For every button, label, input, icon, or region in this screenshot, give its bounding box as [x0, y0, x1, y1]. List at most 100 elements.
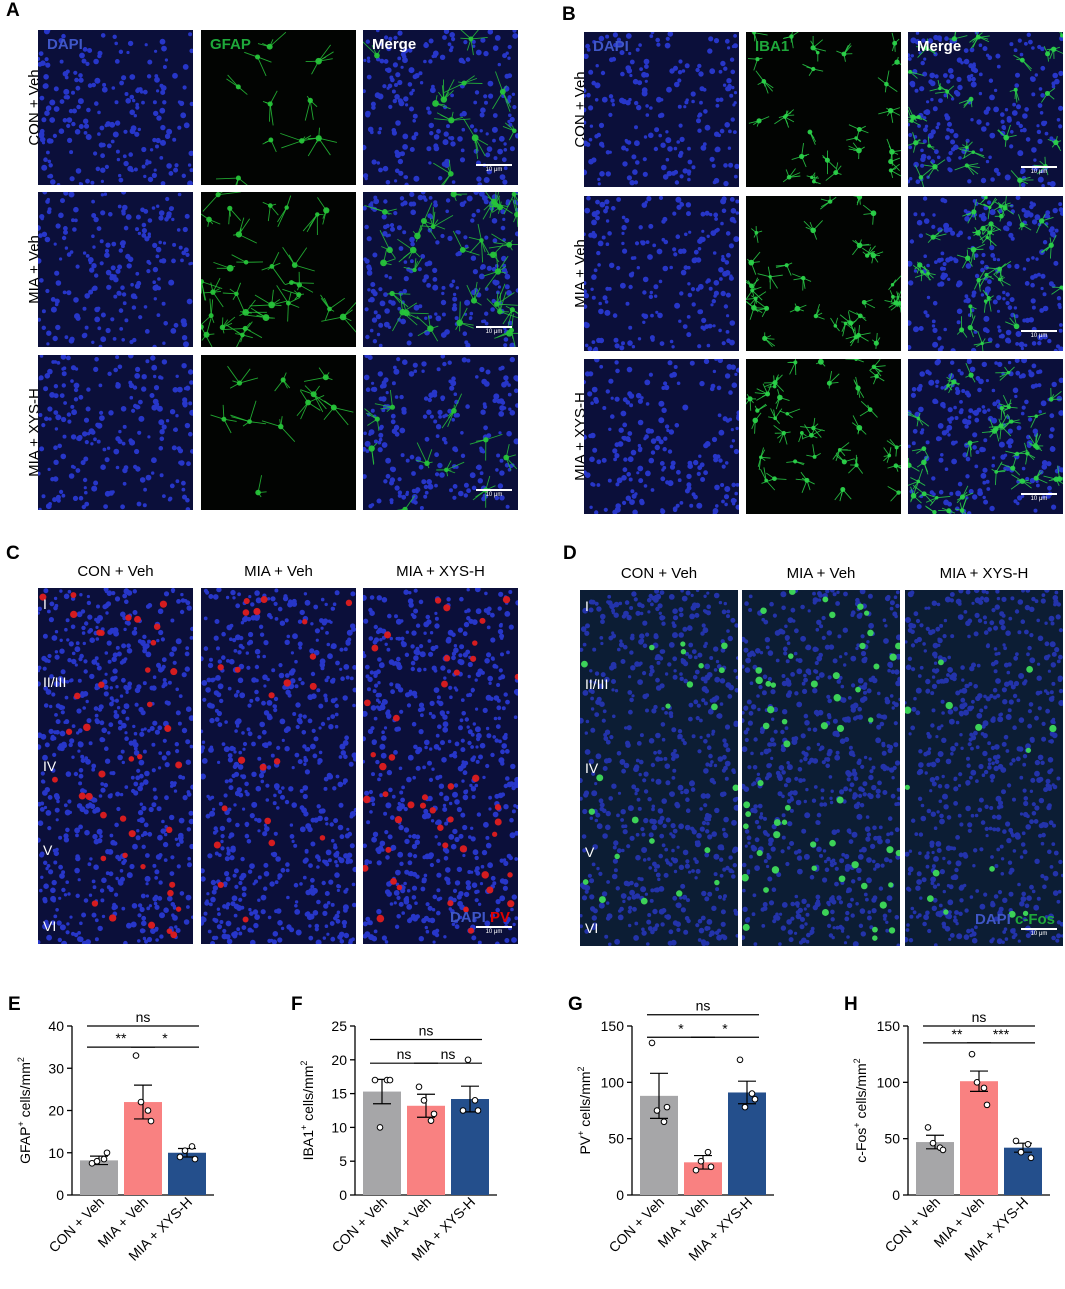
micrograph-texture	[908, 359, 1063, 514]
data-point	[133, 1053, 139, 1059]
micrograph-b-0-2: Merge 10 μm	[908, 32, 1063, 187]
significance-label: *	[162, 1030, 168, 1046]
data-point	[104, 1150, 110, 1156]
y-tick-label: 0	[616, 1187, 624, 1203]
channel-label-2: Merge	[372, 36, 416, 53]
significance-label: ns	[419, 1023, 434, 1039]
data-point	[737, 1057, 743, 1063]
y-tick-label: 150	[601, 1018, 625, 1034]
micrograph-texture	[38, 355, 193, 510]
bar-0	[80, 1160, 118, 1195]
y-tick-label: 0	[339, 1187, 347, 1203]
data-point	[969, 1051, 975, 1057]
micrograph-texture	[746, 196, 901, 351]
micrograph-texture	[38, 192, 193, 347]
data-point	[693, 1167, 699, 1173]
scale-bar-label: 10 μm	[476, 167, 512, 173]
micrograph-a-1-2: 10 μm	[363, 192, 518, 347]
micrograph-d-1	[742, 590, 900, 946]
micrograph-texture	[584, 196, 739, 351]
y-tick-label: 150	[877, 1018, 901, 1034]
micrograph-a-0-0: DAPI	[38, 30, 193, 185]
data-point	[472, 1098, 478, 1104]
data-point	[930, 1140, 936, 1146]
channel-label-2: Merge	[917, 38, 961, 55]
layer-label-3: V	[43, 842, 52, 858]
layer-label-0: I	[585, 598, 589, 614]
micrograph-texture	[201, 355, 356, 510]
significance-label: *	[678, 1020, 684, 1036]
significance-label: *	[722, 1020, 728, 1036]
channel-legend: DAPI c-Fos	[975, 911, 1055, 928]
data-point	[649, 1040, 655, 1046]
data-point	[465, 1057, 471, 1063]
scale-bar-line	[476, 326, 512, 328]
panel-label-g: G	[568, 994, 583, 1015]
micrograph-b-1-0	[584, 196, 739, 351]
column-label-0: CON + Veh	[580, 565, 738, 582]
y-tick-label: 40	[48, 1018, 64, 1034]
x-tick-label: CON + Veh	[881, 1194, 943, 1256]
micrograph-texture	[746, 32, 901, 187]
significance-label: ***	[993, 1026, 1010, 1042]
micrograph-texture	[363, 30, 518, 185]
micrograph-texture	[908, 196, 1063, 351]
micrograph-b-1-2: 10 μm	[908, 196, 1063, 351]
data-point	[145, 1108, 151, 1114]
panel-label-h: H	[844, 994, 858, 1015]
scale-bar-line	[476, 164, 512, 166]
micrograph-a-2-2: 10 μm	[363, 355, 518, 510]
layer-label-4: VI	[43, 918, 56, 934]
data-point	[661, 1119, 667, 1125]
data-point	[421, 1098, 427, 1104]
y-axis-label: c-Fos+ cells/mm2	[852, 1058, 869, 1162]
scale-bar: 10 μm	[476, 326, 512, 342]
significance-label: ns	[696, 998, 711, 1014]
legend-marker: c-Fos	[1015, 911, 1055, 928]
data-point	[1018, 1149, 1024, 1155]
micrograph-texture	[363, 355, 518, 510]
layer-label-4: VI	[585, 920, 598, 936]
panel-label-a: A	[6, 0, 20, 22]
data-point	[387, 1077, 393, 1083]
significance-label: ns	[441, 1046, 456, 1062]
micrograph-a-0-1: GFAP	[201, 30, 356, 185]
data-point	[749, 1091, 755, 1097]
layer-label-0: I	[43, 596, 47, 612]
data-point	[1028, 1155, 1034, 1161]
panel-label-b: B	[562, 4, 576, 26]
scale-bar-line	[476, 926, 512, 928]
scale-bar-label: 10 μm	[1021, 333, 1057, 339]
micrograph-texture	[363, 192, 518, 347]
channel-legend: DAPI PV	[450, 909, 510, 926]
channel-label-1: GFAP	[210, 36, 251, 53]
panel-label-d: D	[563, 543, 577, 565]
layer-label-1: II/III	[585, 676, 608, 692]
data-point	[148, 1118, 154, 1124]
y-tick-label: 10	[331, 1119, 347, 1135]
micrograph-texture	[742, 590, 900, 946]
micrograph-texture	[201, 30, 356, 185]
data-point	[664, 1104, 670, 1110]
micrograph-c-1	[201, 588, 356, 944]
data-point	[177, 1154, 183, 1160]
scale-bar: 10 μm	[1021, 166, 1057, 182]
panel-label-e: E	[8, 994, 21, 1015]
data-point	[698, 1158, 704, 1164]
data-point	[182, 1148, 188, 1154]
scale-bar: 10 μm	[476, 489, 512, 505]
scale-bar: 10 μm	[1021, 330, 1057, 346]
x-tick-label: CON + Veh	[605, 1194, 667, 1256]
y-tick-label: 30	[48, 1060, 64, 1076]
bar-2	[451, 1099, 489, 1195]
significance-label: **	[116, 1030, 127, 1046]
bar-0	[363, 1092, 401, 1195]
data-point	[981, 1085, 987, 1091]
micrograph-b-0-1: IBA1	[746, 32, 901, 187]
y-axis-label: GFAP+ cells/mm2	[16, 1057, 33, 1164]
